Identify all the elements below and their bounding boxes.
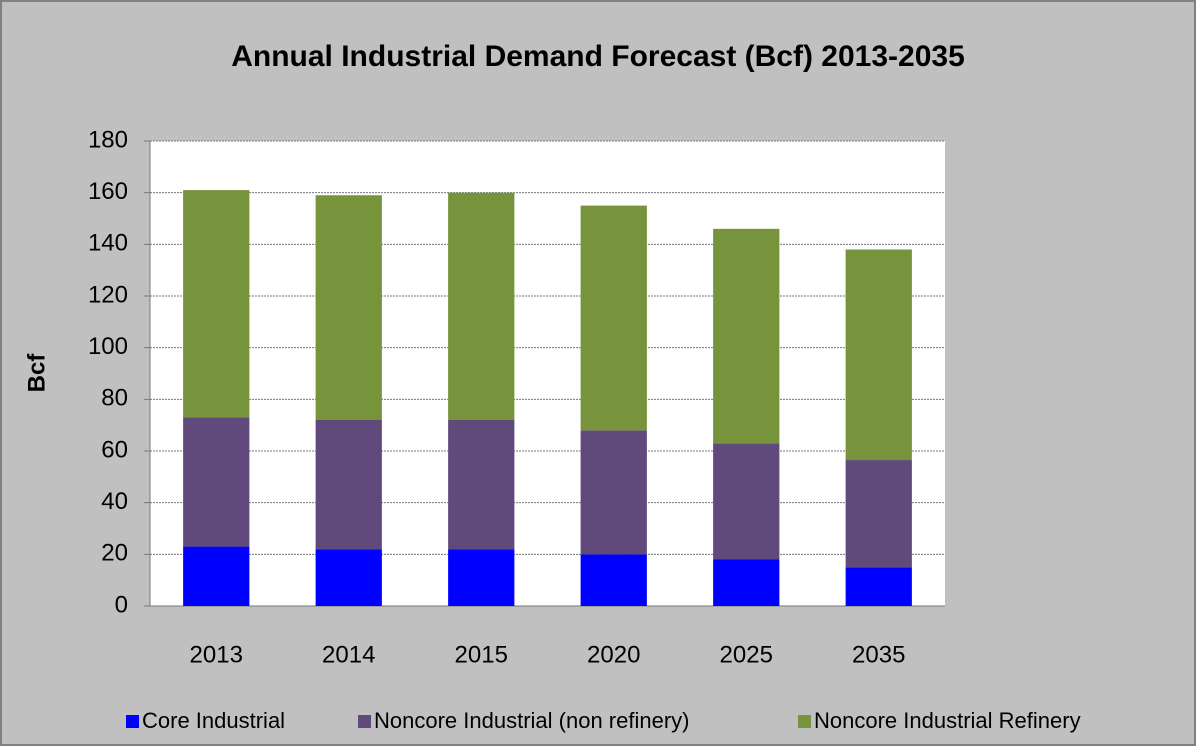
y-tick-label: 160	[88, 178, 128, 205]
bar-segment	[845, 460, 912, 568]
legend-swatch	[358, 715, 371, 728]
legend-label: Noncore Industrial (non refinery)	[374, 708, 689, 733]
x-tick-label: 2014	[322, 641, 375, 668]
bar-segment	[315, 549, 382, 606]
x-tick-label: 2035	[852, 641, 905, 668]
bar-segment	[580, 554, 647, 606]
bar-segment	[845, 249, 912, 461]
y-tick-label: 120	[88, 281, 128, 308]
x-tick-label: 2013	[190, 641, 243, 668]
legend-swatch	[798, 715, 811, 728]
bar-segment	[845, 567, 912, 606]
legend-swatch	[126, 715, 139, 728]
y-tick-label: 0	[115, 591, 128, 618]
y-tick-label: 140	[88, 230, 128, 257]
bar-segment	[183, 190, 250, 418]
bar-segment	[713, 443, 780, 560]
x-tick-label: 2015	[455, 641, 508, 668]
legend-label: Noncore Industrial Refinery	[814, 708, 1081, 733]
bar-segment	[183, 417, 250, 547]
y-tick-label: 60	[101, 436, 128, 463]
x-tick-label: 2025	[720, 641, 773, 668]
bar-segment	[183, 546, 250, 606]
y-tick-label: 100	[88, 333, 128, 360]
bar-segment	[713, 228, 780, 444]
legend-label: Core Industrial	[142, 708, 285, 733]
plot-area	[150, 141, 945, 606]
bar-segment	[580, 430, 647, 555]
x-tick-label: 2020	[587, 641, 640, 668]
y-tick-label: 180	[88, 126, 128, 153]
bar-segment	[315, 195, 382, 420]
y-tick-label: 20	[101, 540, 128, 567]
chart-title: Annual Industrial Demand Forecast (Bcf) …	[231, 40, 965, 73]
bar-segment	[713, 559, 780, 606]
bar-segment	[448, 549, 515, 606]
bar-segment	[315, 420, 382, 550]
y-tick-label: 80	[101, 385, 128, 412]
y-tick-label: 40	[101, 488, 128, 515]
bar-segment	[580, 205, 647, 431]
bar-segment	[448, 420, 515, 550]
bar-segment	[448, 192, 515, 420]
y-axis-label: Bcf	[23, 353, 50, 393]
